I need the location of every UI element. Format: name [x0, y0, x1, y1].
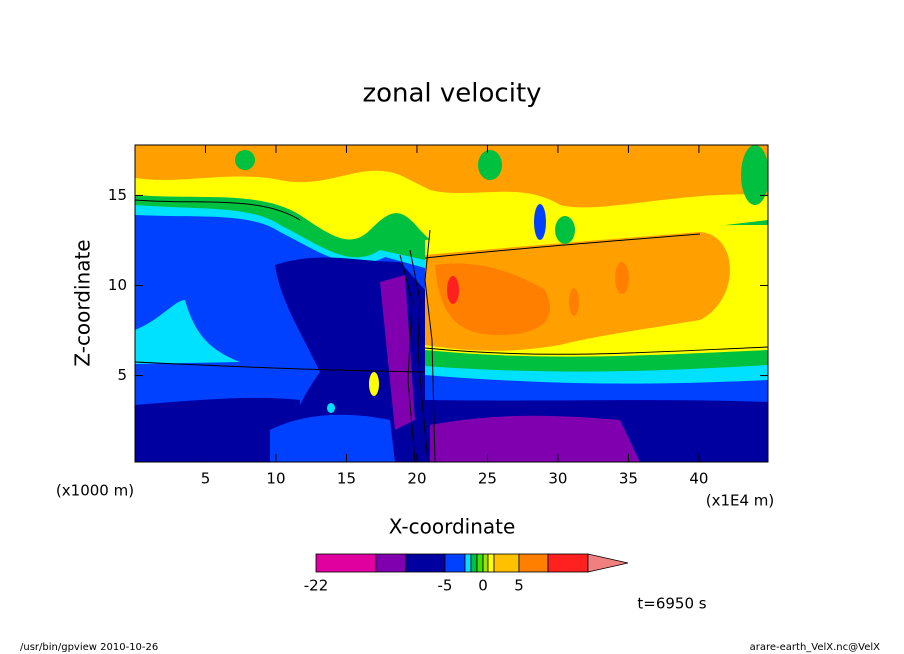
- colorbar-extension: [587, 553, 629, 573]
- colorbar-box: [493, 553, 520, 573]
- y-tick-label: 15: [108, 186, 127, 204]
- colorbar-box: [444, 553, 466, 573]
- x-tick-label: 5: [201, 470, 211, 488]
- colorbar-box: [375, 553, 407, 573]
- colorbar-box: [482, 553, 489, 573]
- colorbar-box: [476, 553, 484, 573]
- colorbar-tick-label: 0: [478, 577, 488, 595]
- y-tick-label: 10: [108, 276, 127, 294]
- colorbar-box: [405, 553, 446, 573]
- footer-right: arare-earth_VelX.nc@VelX: [750, 642, 881, 653]
- x-unit: (x1E4 m): [706, 492, 775, 510]
- colorbar-tick-label: -5: [438, 577, 453, 595]
- x-tick-label: 20: [407, 470, 426, 488]
- footer-left: /usr/bin/gpview 2010-10-26: [20, 642, 158, 653]
- colorbar-tick-label: 5: [514, 577, 524, 595]
- annotation: t=6950 s: [637, 595, 706, 613]
- colorbar-box: [315, 553, 377, 573]
- y-unit: (x1000 m): [56, 482, 134, 500]
- x-axis-label: X-coordinate: [389, 515, 516, 539]
- x-tick-label: 40: [689, 470, 708, 488]
- chart-title: zonal velocity: [362, 79, 541, 109]
- colorbar-box: [518, 553, 549, 573]
- plot-frame: [134, 144, 769, 463]
- x-tick-label: 25: [478, 470, 497, 488]
- y-tick-label: 5: [117, 366, 127, 384]
- contour-field: [135, 145, 768, 462]
- colorbar-box: [470, 553, 478, 573]
- x-tick-label: 15: [337, 470, 356, 488]
- colorbar-box: [464, 553, 472, 573]
- x-tick-label: 10: [266, 470, 285, 488]
- colorbar-box: [487, 553, 495, 573]
- colorbar-tick-label: -22: [304, 577, 329, 595]
- x-tick-label: 35: [619, 470, 638, 488]
- y-axis-label: Z-coordinate: [71, 239, 95, 366]
- colorbar-box: [547, 553, 589, 573]
- x-tick-label: 30: [548, 470, 567, 488]
